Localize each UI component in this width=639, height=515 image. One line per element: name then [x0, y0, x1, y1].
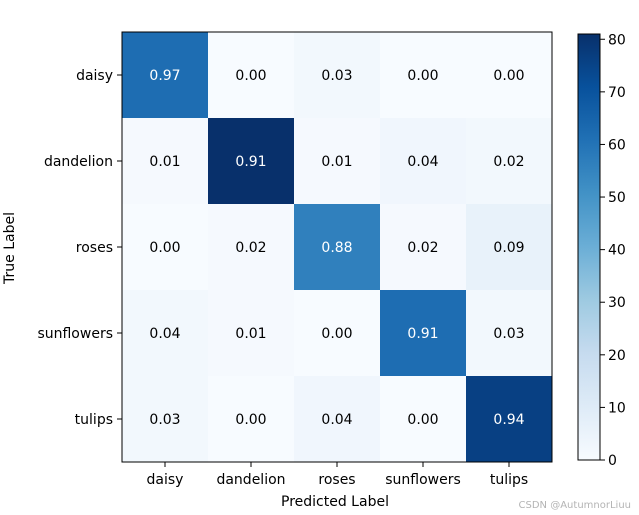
cell-value-label: 0.00: [235, 68, 266, 84]
heatmap-cell: [294, 118, 381, 205]
colorbar-tick-label: 10: [608, 400, 626, 416]
x-axis-label: Predicted Label: [281, 494, 389, 510]
cell-value-label: 0.94: [493, 412, 524, 428]
colorbar-tick-label: 70: [608, 85, 626, 101]
cell-value-label: 0.04: [149, 326, 180, 342]
y-tick-label: tulips: [75, 412, 113, 428]
cell-value-label: 0.02: [493, 154, 524, 170]
cell-value-label: 0.03: [493, 326, 524, 342]
heatmap-cell-labels: 0.97 0.00 0.03 0.00 0.00 0.01 0.91 0.01 0.04 0.02…: [149, 68, 524, 428]
x-tick-label: daisy: [147, 472, 184, 488]
heatmap-cell: [466, 204, 553, 291]
cell-value-label: 0.88: [321, 240, 352, 256]
y-axis-ticks: daisy dandelion roses sunflowers tulips: [37, 68, 122, 428]
heatmap-cell: [122, 204, 209, 291]
y-axis-label: True Label: [2, 212, 18, 285]
heatmap-cell: [466, 32, 553, 119]
cell-value-label: 0.04: [321, 412, 352, 428]
cell-value-label: 0.97: [149, 68, 180, 84]
heatmap-cell: [122, 376, 209, 463]
x-tick-label: dandelion: [216, 472, 285, 488]
cell-value-label: 0.00: [407, 412, 438, 428]
heatmap-cell: [294, 376, 381, 463]
colorbar-tick-label: 40: [608, 243, 626, 259]
colorbar-tick-label: 50: [608, 190, 626, 206]
heatmap-cell: [380, 290, 467, 377]
colorbar-tick-label: 80: [608, 32, 626, 48]
colorbar-tick-label: 30: [608, 295, 626, 311]
cell-value-label: 0.91: [407, 326, 438, 342]
heatmap-cell: [208, 204, 295, 291]
x-tick-label: tulips: [490, 472, 528, 488]
x-tick-label: roses: [318, 472, 355, 488]
cell-value-label: 0.00: [149, 240, 180, 256]
cell-value-label: 0.03: [321, 68, 352, 84]
heatmap-cell: [122, 32, 209, 119]
heatmap-cell: [208, 118, 295, 205]
heatmap-cell: [294, 32, 381, 119]
cell-value-label: 0.00: [321, 326, 352, 342]
cell-value-label: 0.01: [321, 154, 352, 170]
y-tick-label: dandelion: [44, 154, 113, 170]
colorbar: [577, 33, 601, 461]
heatmap-cell: [208, 290, 295, 377]
cell-value-label: 0.09: [493, 240, 524, 256]
heatmap-cell: [380, 32, 467, 119]
watermark: CSDN @AutumnorLiuu: [518, 500, 631, 511]
y-tick-label: roses: [76, 240, 113, 256]
colorbar-tick-label: 60: [608, 137, 626, 153]
cell-value-label: 0.01: [149, 154, 180, 170]
cell-value-label: 0.00: [493, 68, 524, 84]
heatmap-cell: [380, 204, 467, 291]
heatmap-cell: [294, 290, 381, 377]
heatmap-cell: [122, 118, 209, 205]
heatmap-cell: [294, 204, 381, 291]
cell-value-label: 0.00: [407, 68, 438, 84]
heatmap-cell: [466, 290, 553, 377]
cell-value-label: 0.02: [407, 240, 438, 256]
heatmap-cell: [466, 118, 553, 205]
x-tick-label: sunflowers: [385, 472, 461, 488]
cell-value-label: 0.03: [149, 412, 180, 428]
heatmap-cells: [121, 31, 553, 463]
heatmap-cell: [208, 376, 295, 463]
y-tick-label: sunflowers: [37, 326, 113, 342]
cell-value-label: 0.00: [235, 412, 266, 428]
heatmap-cell: [122, 290, 209, 377]
colorbar-tick-label: 20: [608, 348, 626, 364]
x-axis-ticks: daisy dandelion roses sunflowers tulips: [147, 462, 528, 488]
y-tick-label: daisy: [76, 68, 113, 84]
cell-value-label: 0.01: [235, 326, 266, 342]
heatmap-cell: [380, 118, 467, 205]
heatmap-cell: [208, 32, 295, 119]
heatmap-cell: [380, 376, 467, 463]
cell-value-label: 0.02: [235, 240, 266, 256]
heatmap-cell: [466, 376, 553, 463]
cell-value-label: 0.04: [407, 154, 438, 170]
colorbar-ticks: 0 10 20 30 40 50 60 70 80: [600, 32, 626, 469]
colorbar-tick-label: 0: [608, 453, 617, 469]
cell-value-label: 0.91: [235, 154, 266, 170]
